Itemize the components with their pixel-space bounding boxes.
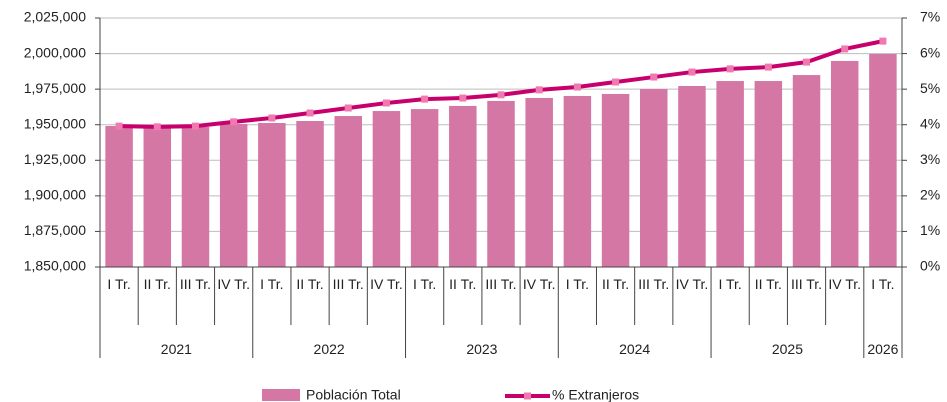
year-label: 2026 bbox=[867, 341, 899, 357]
line-marker bbox=[459, 94, 467, 102]
line-marker bbox=[191, 122, 199, 130]
bar bbox=[258, 123, 286, 267]
line-marker bbox=[535, 86, 543, 94]
line-marker bbox=[306, 109, 314, 117]
x-tick-label: II Tr. bbox=[754, 276, 782, 292]
legend-label: % Extranjeros bbox=[552, 387, 639, 402]
bar bbox=[869, 53, 897, 267]
legend-swatch bbox=[524, 392, 531, 400]
y2-tick-label: 0% bbox=[920, 258, 940, 274]
x-tick-label: III Tr. bbox=[790, 276, 823, 292]
bar bbox=[830, 60, 859, 267]
line-marker bbox=[612, 78, 620, 86]
x-tick-label: I Tr. bbox=[260, 276, 284, 292]
bar bbox=[296, 121, 324, 267]
y2-tick-label: 5% bbox=[920, 80, 940, 96]
x-tick-label: III Tr. bbox=[332, 276, 364, 292]
y2-tick-label: 3% bbox=[920, 151, 940, 167]
bar bbox=[754, 81, 783, 268]
bar bbox=[640, 89, 668, 267]
year-label: 2022 bbox=[313, 341, 345, 357]
line-marker bbox=[153, 123, 161, 131]
y-tick-label: 1,875,000 bbox=[24, 222, 86, 238]
y2-tick-label: 2% bbox=[920, 187, 940, 203]
x-tick-label: I Tr. bbox=[718, 276, 742, 292]
year-label: 2023 bbox=[466, 341, 498, 357]
year-label: 2024 bbox=[619, 341, 651, 357]
year-label: 2021 bbox=[160, 341, 192, 357]
x-tick-label: I Tr. bbox=[412, 276, 437, 292]
x-tick-label: I Tr. bbox=[871, 276, 895, 292]
year-label: 2025 bbox=[771, 341, 803, 357]
y-tick-label: 1,925,000 bbox=[24, 151, 86, 167]
x-tick-label: IV Tr. bbox=[370, 276, 403, 292]
x-tick-label: III Tr. bbox=[179, 276, 212, 292]
bar bbox=[563, 95, 592, 268]
y-tick-label: 1,950,000 bbox=[24, 115, 86, 131]
line-marker bbox=[268, 114, 276, 122]
bar bbox=[792, 75, 821, 267]
bar bbox=[525, 97, 553, 267]
bar bbox=[410, 109, 439, 267]
legend-label: Población Total bbox=[306, 387, 401, 402]
bar bbox=[105, 125, 133, 267]
y-tick-label: 1,850,000 bbox=[24, 258, 86, 274]
x-tick-label: III Tr. bbox=[638, 276, 670, 292]
line-marker bbox=[344, 104, 352, 112]
bar bbox=[372, 111, 401, 267]
line-marker bbox=[497, 91, 505, 99]
line-marker bbox=[726, 65, 734, 73]
line-marker bbox=[841, 45, 849, 53]
x-tick-label: I Tr. bbox=[565, 276, 590, 292]
line-marker bbox=[803, 58, 811, 66]
bar bbox=[601, 93, 630, 268]
y-tick-label: 1,900,000 bbox=[24, 187, 86, 203]
x-tick-label: II Tr. bbox=[449, 276, 477, 292]
line-marker bbox=[764, 63, 772, 71]
y2-tick-label: 4% bbox=[920, 115, 940, 131]
x-tick-label: II Tr. bbox=[296, 276, 324, 292]
x-tick-label: IV Tr. bbox=[522, 276, 556, 292]
bar bbox=[716, 81, 744, 268]
y-tick-label: 2,000,000 bbox=[24, 44, 86, 60]
x-tick-label: I Tr. bbox=[107, 276, 131, 292]
x-tick-label: IV Tr. bbox=[217, 276, 250, 292]
bar bbox=[678, 86, 706, 267]
line-marker bbox=[382, 99, 390, 107]
line-marker bbox=[879, 37, 887, 45]
bar bbox=[143, 126, 172, 267]
x-tick-label: III Tr. bbox=[485, 276, 517, 292]
line-marker bbox=[421, 95, 429, 103]
line-marker bbox=[230, 118, 238, 126]
y2-tick-label: 7% bbox=[920, 9, 940, 25]
bar bbox=[487, 100, 515, 267]
x-tick-label: IV Tr. bbox=[828, 276, 862, 292]
y2-tick-label: 6% bbox=[920, 44, 940, 60]
y-tick-label: 1,975,000 bbox=[24, 80, 86, 96]
y-tick-label: 2,025,000 bbox=[24, 9, 86, 25]
bar bbox=[449, 105, 477, 267]
line-marker bbox=[688, 68, 696, 76]
x-tick-label: II Tr. bbox=[601, 276, 630, 292]
bar bbox=[219, 124, 248, 267]
line-marker bbox=[650, 73, 658, 81]
legend-swatch bbox=[262, 389, 300, 401]
bar bbox=[181, 126, 210, 267]
line-marker bbox=[573, 83, 581, 91]
line-marker bbox=[115, 122, 123, 130]
bar bbox=[334, 116, 362, 268]
x-tick-label: IV Tr. bbox=[675, 276, 709, 292]
y2-tick-label: 1% bbox=[920, 222, 940, 238]
x-tick-label: II Tr. bbox=[143, 276, 171, 292]
